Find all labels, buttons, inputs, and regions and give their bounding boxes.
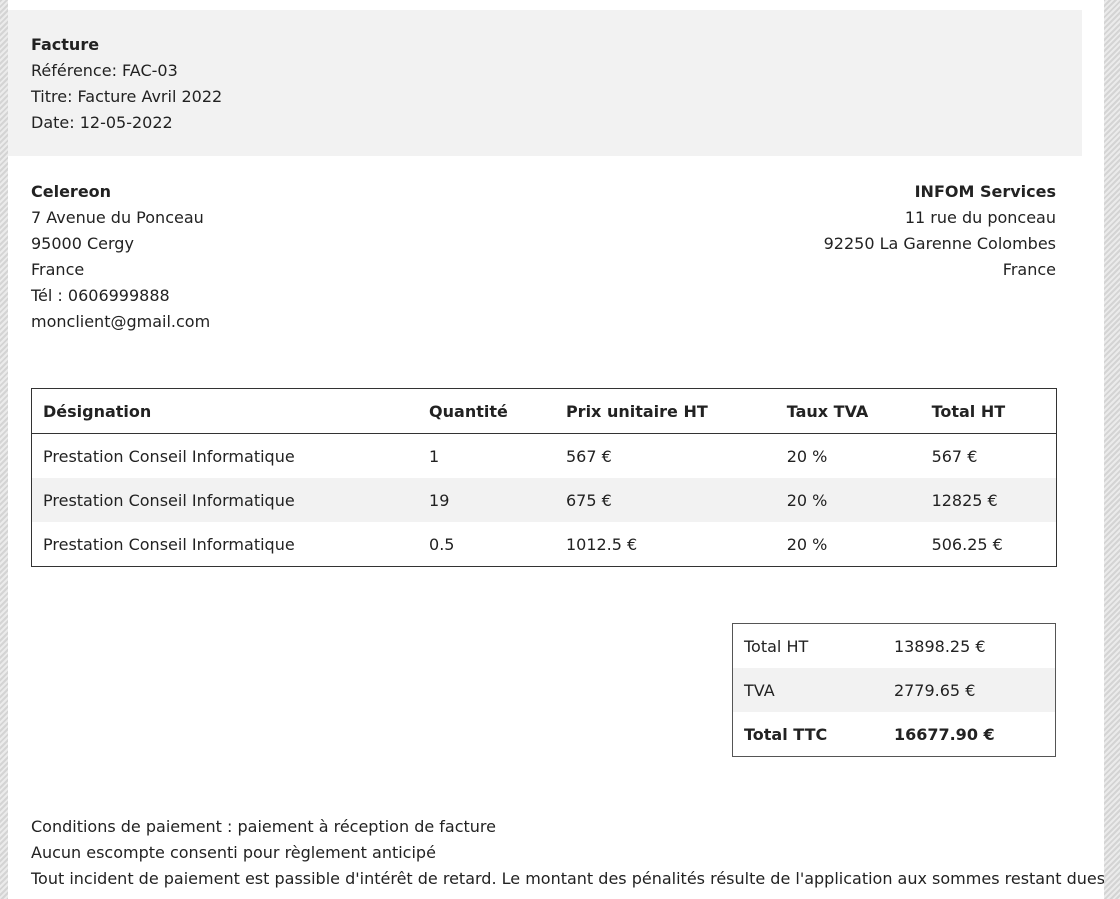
vat-value: 2779.65 € [882, 668, 1056, 712]
provider-country: France [1002, 260, 1056, 279]
items-header-row: Désignation Quantité Prix unitaire HT Ta… [31, 388, 1057, 434]
invoice-title: Titre: Facture Avril 2022 [31, 87, 223, 106]
client-email: monclient@gmail.com [31, 312, 211, 331]
col-header-unit-price: Prix unitaire HT [554, 388, 776, 434]
cell-quantity: 19 [418, 478, 555, 522]
client-name: Celereon [31, 182, 112, 201]
table-row: Prestation Conseil Informatique 19 675 €… [31, 478, 1057, 522]
condition-line: Aucun escompte consenti pour règlement a… [31, 843, 436, 862]
invoice-reference: Référence: FAC-03 [31, 61, 178, 80]
client-phone: Tél : 0606999888 [31, 286, 170, 305]
totals-row: Total HT 13898.25 € [733, 624, 1056, 669]
invoice-heading: Facture [31, 35, 100, 54]
total-ttc-label: Total TTC [744, 724, 828, 744]
items-table: Désignation Quantité Prix unitaire HT Ta… [31, 388, 1057, 567]
totals-table: Total HT 13898.25 € TVA 2779.65 € Total … [732, 623, 1056, 757]
provider-street: 11 rue du ponceau [904, 208, 1056, 227]
cell-total-ht: 567 € [931, 446, 978, 466]
client-city: 95000 Cergy [31, 234, 134, 253]
col-header-quantity: Quantité [418, 388, 555, 434]
table-row: Prestation Conseil Informatique 1 567 € … [32, 434, 1057, 479]
vat-label: TVA [732, 668, 883, 712]
cell-unit-price: 675 € [554, 478, 776, 522]
total-ht-value: 13898.25 € [893, 636, 986, 656]
invoice-date: Date: 12-05-2022 [31, 113, 173, 132]
cell-quantity: 1 [429, 446, 440, 466]
cell-total-ht: 506.25 € [931, 534, 1003, 554]
cell-vat-rate: 20 % [786, 534, 828, 554]
client-country: France [31, 260, 85, 279]
cell-designation: Prestation Conseil Informatique [43, 534, 295, 554]
col-header-designation: Désignation [31, 388, 419, 434]
client-address: Celereon 7 Avenue du Ponceau 95000 Cergy… [31, 179, 210, 335]
cell-unit-price: 567 € [565, 446, 612, 466]
total-ttc-value: 16677.90 € [893, 724, 995, 744]
totals-row: Total TTC 16677.90 € [733, 712, 1056, 757]
provider-address: INFOM Services 11 rue du ponceau 92250 L… [824, 179, 1056, 283]
col-header-vat-rate: Taux TVA [775, 388, 921, 434]
col-header-total-ht: Total HT [920, 388, 1057, 434]
condition-line: Tout incident de paiement est passible d… [31, 869, 1104, 888]
table-row: Prestation Conseil Informatique 0.5 1012… [32, 522, 1057, 567]
cell-designation: Prestation Conseil Informatique [43, 446, 295, 466]
client-street: 7 Avenue du Ponceau [31, 208, 204, 227]
total-ht-label: Total HT [744, 636, 809, 656]
invoice-page: Facture Référence: FAC-03 Titre: Facture… [8, 0, 1104, 899]
cell-vat-rate: 20 % [786, 446, 828, 466]
cell-quantity: 0.5 [429, 534, 455, 554]
provider-city: 92250 La Garenne Colombes [823, 234, 1056, 253]
provider-name: INFOM Services [914, 182, 1056, 201]
invoice-header: Facture Référence: FAC-03 Titre: Facture… [8, 10, 1082, 156]
totals-row: TVA 2779.65 € [732, 668, 1056, 712]
cell-total-ht: 12825 € [920, 478, 1057, 522]
cell-vat-rate: 20 % [775, 478, 921, 522]
condition-line: Conditions de paiement : paiement à réce… [31, 817, 496, 836]
cell-designation: Prestation Conseil Informatique [31, 478, 419, 522]
cell-unit-price: 1012.5 € [565, 534, 638, 554]
payment-conditions: Conditions de paiement : paiement à réce… [31, 814, 1104, 892]
